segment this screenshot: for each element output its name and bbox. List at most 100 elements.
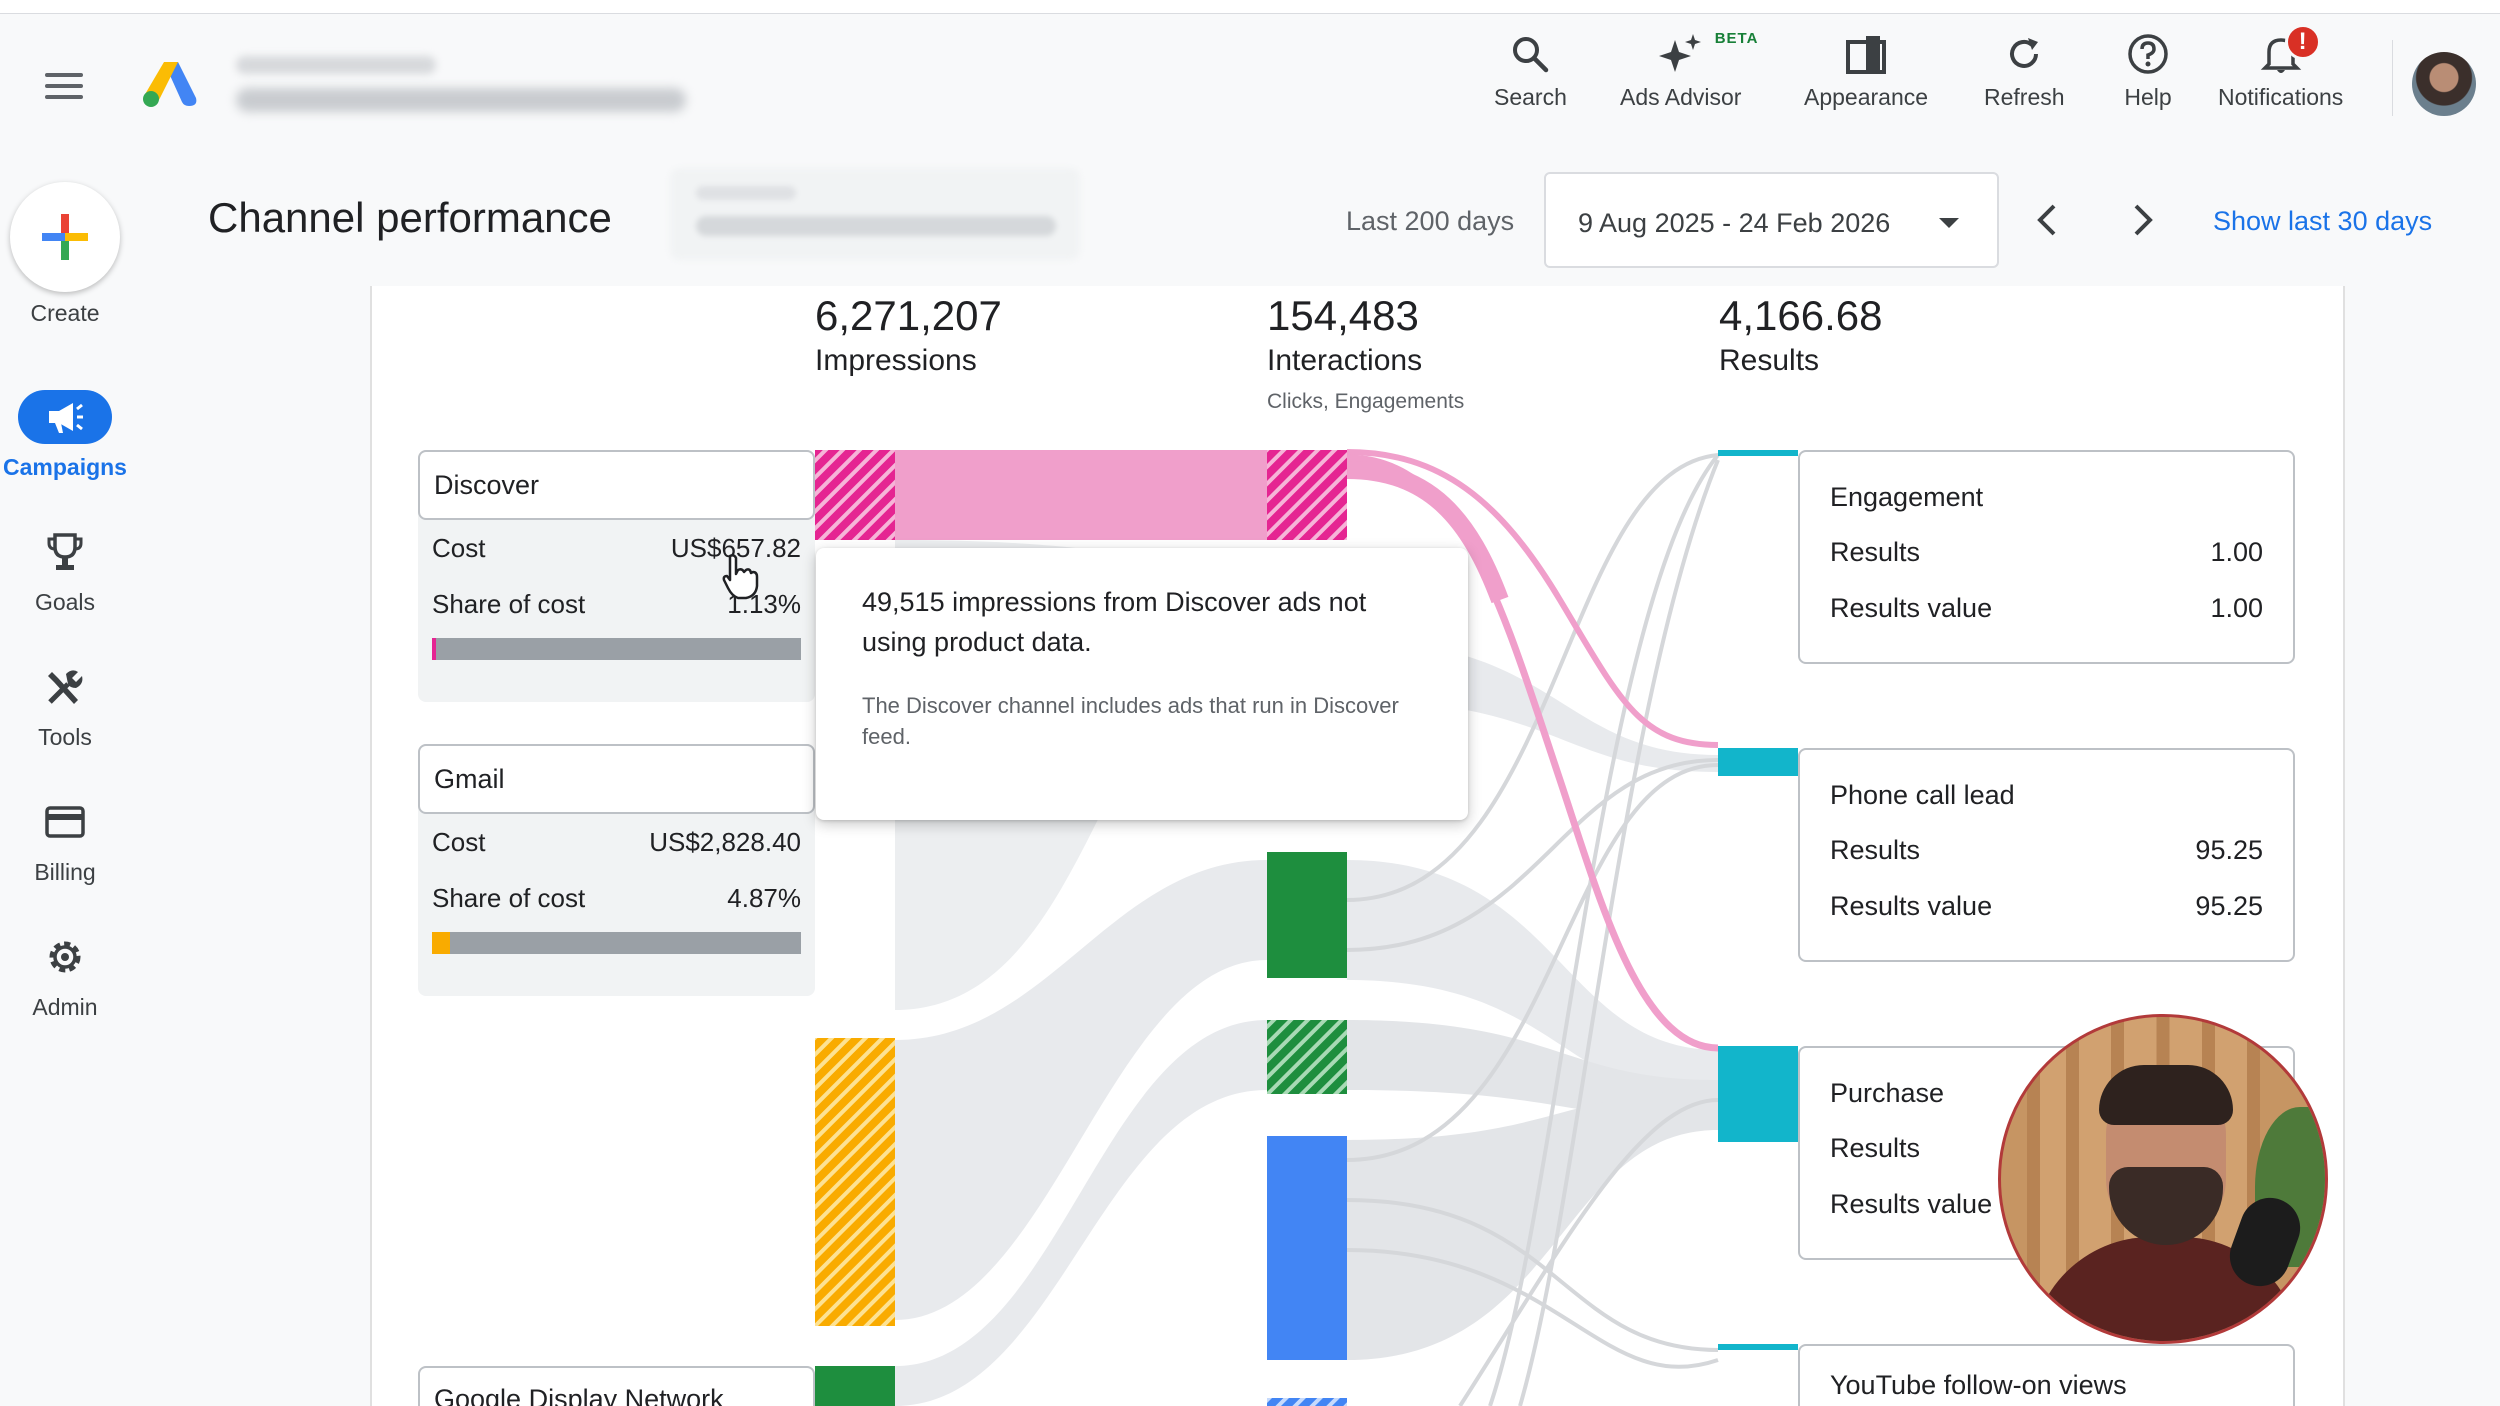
- appearance-label: Appearance: [1804, 84, 1929, 110]
- refresh-icon: [2000, 30, 2048, 78]
- help-button[interactable]: Help: [2124, 30, 2172, 111]
- gear-icon: [49, 941, 81, 973]
- result-card-phone-call-lead[interactable]: Phone call lead Results 95.25 Results val…: [1798, 748, 2295, 962]
- chevron-right-icon[interactable]: [2122, 200, 2162, 240]
- nav-item-goals[interactable]: Goals: [0, 525, 130, 616]
- user-avatar[interactable]: [2412, 52, 2476, 116]
- result-name: Purchase: [1830, 1078, 1945, 1108]
- result-card-youtube-follow-on-views[interactable]: YouTube follow-on views: [1798, 1344, 2295, 1406]
- google-ads-logo[interactable]: [142, 58, 198, 108]
- ads-advisor-button[interactable]: BETA Ads Advisor: [1620, 30, 1757, 111]
- results-row: Results 1.00: [1830, 524, 2263, 580]
- date-range-picker[interactable]: 9 Aug 2025 - 24 Feb 2026: [1544, 172, 1999, 268]
- nav-item-billing[interactable]: Billing: [0, 795, 130, 886]
- admin-label: Admin: [32, 994, 98, 1020]
- bar-gmail-impressions[interactable]: [815, 1038, 895, 1326]
- results-value-number: 95.25: [2195, 890, 2263, 921]
- bar-phone-lead-results[interactable]: [1718, 748, 1798, 776]
- ads-advisor-label: Ads Advisor: [1620, 84, 1742, 110]
- webcam-overlay: [1998, 1014, 2328, 1344]
- results-value: 4,166.68: [1719, 292, 1883, 339]
- bar-youtube-pd-interactions[interactable]: [1267, 1398, 1347, 1406]
- channel-card-discover: Discover Cost US$657.82 Share of cost 1.…: [418, 450, 815, 702]
- nav-item-admin[interactable]: Admin: [0, 930, 130, 1021]
- tools-label: Tools: [38, 724, 92, 750]
- bar-display-interactions[interactable]: [1267, 852, 1347, 978]
- results-row: Results: [1830, 1120, 2263, 1176]
- date-range-value: 9 Aug 2025 - 24 Feb 2026: [1578, 208, 1891, 238]
- show-last-30-days-link[interactable]: Show last 30 days: [2213, 206, 2433, 236]
- bar-display-impressions[interactable]: [815, 1366, 895, 1406]
- results-row: Results 95.25: [1830, 822, 2263, 878]
- nav-item-campaigns[interactable]: Campaigns: [0, 390, 130, 481]
- billing-label: Billing: [34, 859, 96, 885]
- menu-icon-bar: [45, 84, 83, 88]
- share-fill-gmail: [432, 932, 450, 954]
- megaphone-icon: [49, 403, 83, 433]
- bar-discover-interactions[interactable]: [1267, 450, 1347, 540]
- channel-card-display-network: Google Display Network: [418, 1366, 815, 1406]
- search-button[interactable]: Search: [1494, 30, 1567, 111]
- results-number: 95.25: [2195, 834, 2263, 865]
- results-value-number: 1.00: [2210, 592, 2263, 623]
- refresh-button[interactable]: Refresh: [1984, 30, 2065, 111]
- interactions-label: Interactions: [1267, 344, 1423, 377]
- cost-row: Cost US$2,828.40: [418, 814, 815, 870]
- header-divider: [2392, 40, 2393, 116]
- account-id-blurred: [236, 56, 436, 74]
- appearance-button[interactable]: Appearance: [1804, 30, 1928, 111]
- page-title: Channel performance: [208, 194, 612, 241]
- notification-badge: !: [2284, 24, 2321, 60]
- main-menu-button[interactable]: [40, 62, 88, 110]
- results-value-row: Results value 95.25: [1830, 878, 2263, 934]
- results-label: Results: [1830, 1132, 1921, 1163]
- results-label: Results: [1830, 536, 1921, 567]
- nav-item-tools[interactable]: Tools: [0, 660, 130, 751]
- interactions-metric: 154,483 Interactions Clicks, Engagements: [1267, 292, 1464, 414]
- result-card-engagement[interactable]: Engagement Results 1.00 Results value 1.00: [1798, 450, 2295, 664]
- interactions-sublabel: Clicks, Engagements: [1267, 390, 1465, 413]
- bar-display-pd-interactions[interactable]: [1267, 1020, 1347, 1094]
- beta-badge: BETA: [1714, 30, 1759, 47]
- channel-name-display-network[interactable]: Google Display Network: [418, 1366, 815, 1406]
- sparkle-icon: BETA: [1657, 30, 1757, 78]
- bar-engagement-results[interactable]: [1718, 450, 1798, 456]
- interactions-value: 154,483: [1267, 292, 1419, 339]
- chevron-left-icon[interactable]: [2028, 200, 2068, 240]
- tooltip-note-text: The Discover channel includes ads that r…: [862, 693, 1399, 749]
- bar-youtube-interactions[interactable]: [1267, 1136, 1347, 1360]
- cost-label: Cost: [432, 532, 486, 563]
- dropdown-arrow-icon: [1939, 218, 1959, 228]
- create-button[interactable]: [10, 182, 120, 292]
- results-value-row: Results value 1.00: [1830, 580, 2263, 636]
- results-value-label: Results value: [1830, 1188, 1993, 1219]
- impressions-value: 6,271,207: [815, 292, 1002, 339]
- top-border: [0, 0, 2500, 14]
- menu-icon-bar: [45, 73, 83, 77]
- campaign-filter-chip-blurred[interactable]: [670, 168, 1080, 260]
- results-value-label: Results value: [1830, 592, 1993, 623]
- impressions-label: Impressions: [815, 344, 977, 377]
- cost-value: US$2,828.40: [649, 826, 801, 857]
- credit-card-icon: [45, 806, 85, 838]
- share-row: Share of cost 4.87%: [418, 870, 815, 926]
- trophy-icon: [47, 533, 83, 570]
- notifications-button[interactable]: ! Notifications: [2218, 24, 2343, 111]
- account-selector[interactable]: [236, 52, 696, 122]
- bar-purchase-results[interactable]: [1718, 1046, 1798, 1142]
- share-of-cost-bar: [432, 638, 801, 660]
- help-label: Help: [2124, 84, 2172, 110]
- bar-youtube-followon-results[interactable]: [1718, 1344, 1798, 1350]
- help-icon: [2124, 30, 2172, 78]
- cost-label: Cost: [432, 826, 486, 857]
- share-of-cost-bar: [432, 932, 801, 954]
- search-label: Search: [1494, 84, 1567, 110]
- tooltip-main-text: 49,515 impressions from Discover ads not…: [862, 587, 1367, 657]
- channel-name-gmail[interactable]: Gmail: [418, 744, 815, 814]
- tools-icon: [48, 670, 83, 704]
- channel-name-discover[interactable]: Discover: [418, 450, 815, 520]
- bar-discover-impressions[interactable]: [815, 450, 895, 540]
- results-value-row: Results value: [1830, 1176, 2263, 1232]
- results-number: 1.00: [2210, 536, 2263, 567]
